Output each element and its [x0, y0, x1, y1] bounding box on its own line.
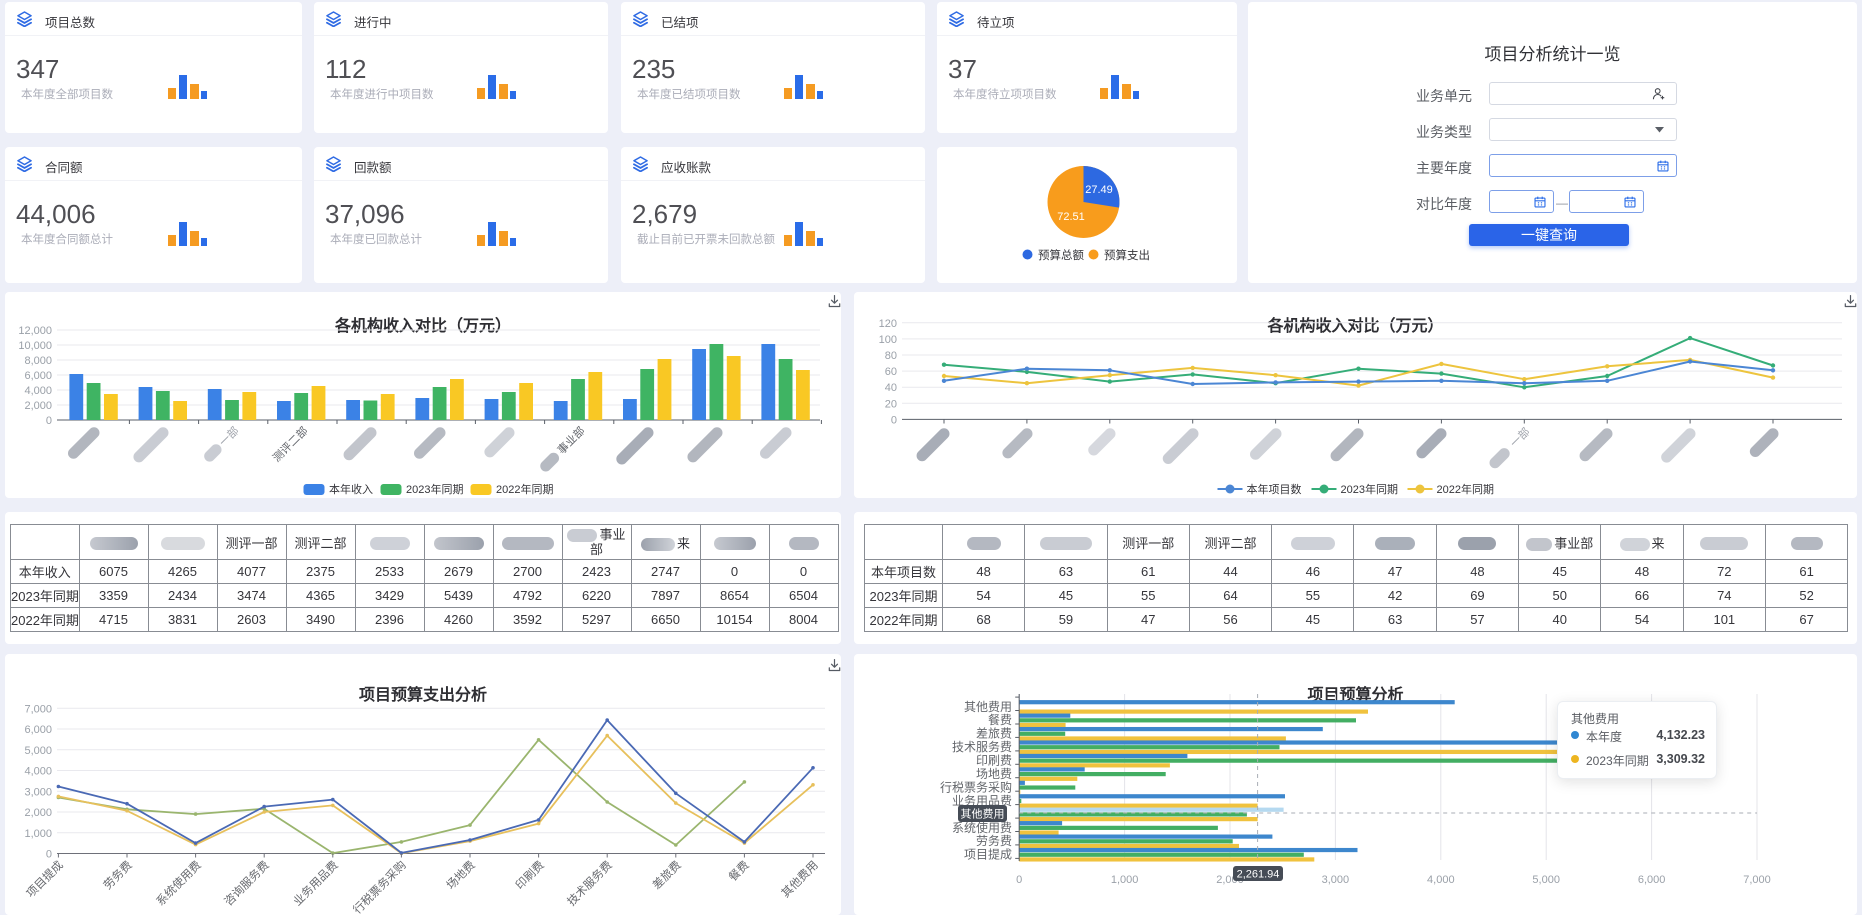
svg-text:4,000: 4,000	[24, 766, 52, 778]
svg-text:测评二部: 测评二部	[269, 424, 310, 465]
svg-text:本年项目数: 本年项目数	[1247, 482, 1302, 496]
svg-text:12,000: 12,000	[18, 325, 52, 337]
svg-text:60: 60	[885, 366, 897, 378]
svg-text:4,000: 4,000	[24, 385, 52, 397]
svg-text:3,000: 3,000	[1322, 874, 1350, 886]
svg-text:行税票务采购: 行税票务采购	[350, 858, 409, 915]
svg-text:其他费用: 其他费用	[964, 700, 1012, 714]
svg-text:一部: 一部	[216, 424, 241, 449]
svg-text:6,000: 6,000	[1638, 874, 1666, 886]
svg-text:5,000: 5,000	[24, 745, 52, 757]
svg-text:本年收入: 本年收入	[329, 482, 373, 496]
svg-text:预算支出: 预算支出	[1104, 248, 1150, 262]
svg-text:10,000: 10,000	[18, 340, 52, 352]
svg-text:2022年同期: 2022年同期	[496, 482, 553, 496]
svg-text:1,000: 1,000	[24, 828, 52, 840]
svg-text:80: 80	[885, 350, 897, 362]
svg-text:印刷费: 印刷费	[513, 859, 547, 893]
svg-text:0: 0	[46, 849, 52, 861]
svg-text:5,000: 5,000	[1532, 874, 1560, 886]
svg-text:0: 0	[1016, 874, 1022, 886]
svg-text:120: 120	[879, 318, 897, 330]
svg-text:差旅费: 差旅费	[649, 858, 683, 892]
svg-text:印刷费: 印刷费	[976, 754, 1012, 768]
svg-text:事业部: 事业部	[554, 424, 587, 457]
svg-text:一部: 一部	[1507, 425, 1532, 450]
svg-text:2023年同期: 2023年同期	[1341, 482, 1398, 496]
svg-text:27.49: 27.49	[1085, 184, 1113, 196]
svg-text:72.51: 72.51	[1057, 211, 1085, 223]
svg-text:技术服务费: 技术服务费	[564, 858, 615, 909]
svg-text:技术服务费: 技术服务费	[952, 739, 1012, 754]
svg-text:2,261.94: 2,261.94	[1237, 869, 1280, 881]
svg-text:7,000: 7,000	[24, 703, 52, 715]
svg-text:2023年同期: 2023年同期	[406, 482, 463, 496]
svg-text:咨询服务费: 咨询服务费	[221, 858, 272, 909]
svg-text:其他费用: 其他费用	[961, 808, 1005, 821]
svg-text:场地费: 场地费	[976, 767, 1012, 781]
svg-text:20: 20	[885, 398, 897, 410]
svg-text:40: 40	[885, 382, 897, 394]
svg-text:0: 0	[46, 415, 52, 427]
svg-text:2022年同期: 2022年同期	[1437, 482, 1494, 496]
svg-text:餐费: 餐费	[988, 712, 1012, 727]
svg-text:6,000: 6,000	[24, 370, 52, 382]
svg-text:0: 0	[891, 414, 897, 426]
svg-text:行税票务采购: 行税票务采购	[940, 779, 1012, 794]
svg-text:场地费: 场地费	[443, 858, 477, 892]
svg-text:劳务费: 劳务费	[100, 858, 134, 892]
svg-text:项目提成: 项目提成	[964, 847, 1012, 862]
svg-text:4,000: 4,000	[1427, 874, 1455, 886]
svg-text:100: 100	[879, 334, 897, 346]
svg-text:系统使用费: 系统使用费	[952, 820, 1012, 835]
svg-text:劳务费: 劳务费	[976, 833, 1012, 848]
svg-text:预算总额: 预算总额	[1038, 248, 1084, 262]
svg-text:6,000: 6,000	[24, 724, 52, 736]
svg-text:差旅费: 差旅费	[976, 727, 1012, 741]
svg-text:2,000: 2,000	[24, 807, 52, 819]
svg-text:8,000: 8,000	[24, 355, 52, 367]
svg-text:其他费用: 其他费用	[779, 859, 821, 901]
svg-text:7,000: 7,000	[1743, 874, 1771, 886]
svg-text:1,000: 1,000	[1111, 874, 1139, 886]
svg-text:业务用品费: 业务用品费	[290, 858, 341, 909]
svg-text:业务用品费: 业务用品费	[952, 793, 1012, 808]
svg-text:餐费: 餐费	[726, 858, 752, 884]
svg-text:系统使用费: 系统使用费	[153, 858, 204, 909]
svg-text:2,000: 2,000	[24, 400, 52, 412]
svg-text:3,000: 3,000	[24, 786, 52, 798]
svg-text:项目提成: 项目提成	[23, 858, 66, 901]
